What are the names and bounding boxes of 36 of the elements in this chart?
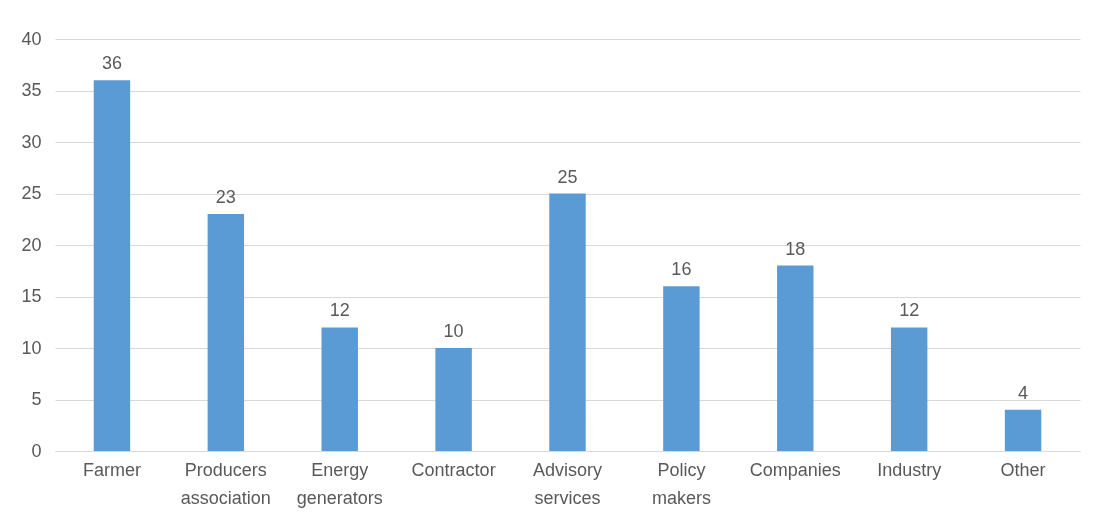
x-tick-label: Industry bbox=[877, 459, 942, 480]
y-tick-label: 30 bbox=[21, 131, 42, 152]
y-tick-label: 40 bbox=[21, 28, 42, 49]
bar bbox=[777, 265, 814, 451]
data-label: 10 bbox=[443, 321, 464, 341]
data-label: 23 bbox=[215, 187, 236, 208]
data-label: 16 bbox=[671, 259, 692, 280]
data-label: 12 bbox=[899, 300, 920, 321]
x-tick-label: Advisory services bbox=[532, 459, 603, 508]
y-tick-label: 25 bbox=[21, 183, 42, 203]
x-tick-label: Producers association bbox=[180, 459, 271, 508]
y-tick-label: 0 bbox=[31, 440, 42, 461]
y-tick-label: 10 bbox=[21, 337, 42, 358]
x-tick-label: Companies bbox=[749, 459, 841, 480]
bar bbox=[663, 286, 700, 451]
bar bbox=[435, 348, 472, 451]
x-tick-label: Contractor bbox=[411, 459, 496, 480]
data-label: 18 bbox=[785, 238, 806, 259]
x-tick-label: Farmer bbox=[82, 459, 141, 480]
y-tick-label: 15 bbox=[21, 286, 42, 306]
y-tick-label: 35 bbox=[21, 80, 42, 100]
bar bbox=[93, 80, 131, 451]
y-tick-label: 5 bbox=[31, 389, 42, 409]
bar bbox=[1004, 409, 1042, 451]
data-label: 25 bbox=[557, 166, 578, 187]
bar bbox=[890, 327, 928, 451]
y-tick-label: 20 bbox=[21, 234, 42, 255]
bar bbox=[321, 327, 358, 451]
bar bbox=[207, 214, 245, 451]
x-tick-label: Other bbox=[1000, 459, 1046, 480]
data-label: 36 bbox=[101, 53, 122, 74]
x-tick-label: Energy generators bbox=[296, 459, 383, 508]
bar bbox=[549, 193, 586, 451]
data-label: 12 bbox=[329, 300, 350, 321]
x-tick-label: Policy makers bbox=[651, 459, 711, 508]
data-label: 4 bbox=[1018, 382, 1029, 403]
